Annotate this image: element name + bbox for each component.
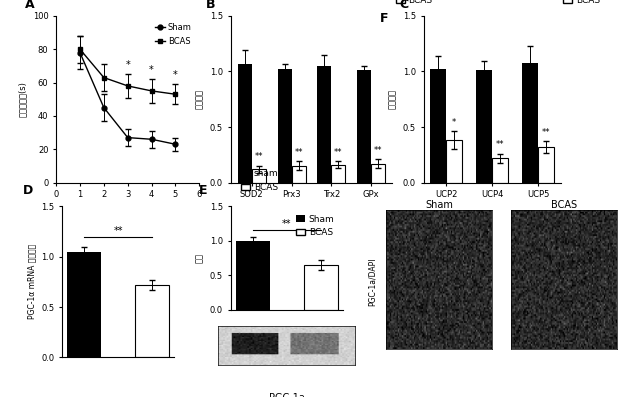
Y-axis label: 相对表达: 相对表达 — [388, 89, 397, 109]
Text: C: C — [399, 0, 408, 11]
Bar — [252, 169, 266, 183]
Bar — [371, 164, 385, 183]
Y-axis label: 比率: 比率 — [195, 253, 204, 263]
Text: E: E — [199, 184, 207, 197]
Text: **: ** — [374, 146, 383, 155]
Text: A: A — [24, 0, 34, 11]
Text: *: * — [173, 70, 178, 80]
X-axis label: 天  数: 天 数 — [119, 205, 136, 215]
Bar — [278, 69, 292, 183]
Bar — [476, 70, 492, 183]
Text: **: ** — [255, 152, 263, 162]
Bar — [538, 147, 554, 183]
Y-axis label: 逃避潜伏期(s): 逃避潜伏期(s) — [18, 81, 27, 117]
Bar — [292, 166, 305, 183]
Legend: sham, BCAS: sham, BCAS — [559, 0, 604, 8]
Text: B: B — [206, 0, 216, 11]
Legend: sham, BCAS: sham, BCAS — [237, 166, 282, 195]
Legend: sham, BCAS: sham, BCAS — [392, 0, 437, 8]
Legend: Sham, BCAS: Sham, BCAS — [151, 20, 195, 49]
Bar — [238, 64, 252, 183]
Bar — [446, 141, 462, 183]
Text: F: F — [380, 12, 389, 25]
Bar — [492, 158, 508, 183]
Text: PGC-1a/DAPI: PGC-1a/DAPI — [368, 258, 377, 306]
Bar — [430, 69, 446, 183]
Text: D: D — [23, 184, 33, 197]
Text: **: ** — [113, 225, 123, 235]
Text: *: * — [150, 65, 154, 75]
Text: PGC-1a: PGC-1a — [269, 393, 305, 397]
Title: Sham: Sham — [426, 200, 453, 210]
Bar — [235, 241, 270, 310]
Text: **: ** — [294, 148, 303, 157]
Text: **: ** — [542, 128, 551, 137]
Y-axis label: 相对表达: 相对表达 — [195, 89, 204, 109]
Text: *: * — [452, 118, 456, 127]
Title: BCAS: BCAS — [551, 200, 577, 210]
Bar — [303, 265, 338, 310]
Text: **: ** — [334, 148, 343, 157]
Text: **: ** — [496, 140, 505, 149]
Text: **: ** — [282, 219, 292, 229]
Bar — [67, 252, 102, 357]
Bar — [318, 66, 331, 183]
Bar — [135, 285, 169, 357]
Bar — [522, 63, 538, 183]
Bar — [331, 165, 345, 183]
Y-axis label: PGC-1α mRNA 相对表达: PGC-1α mRNA 相对表达 — [27, 244, 36, 320]
Legend: Sham, BCAS: Sham, BCAS — [293, 211, 338, 241]
Text: *: * — [125, 60, 130, 70]
Bar — [357, 70, 371, 183]
